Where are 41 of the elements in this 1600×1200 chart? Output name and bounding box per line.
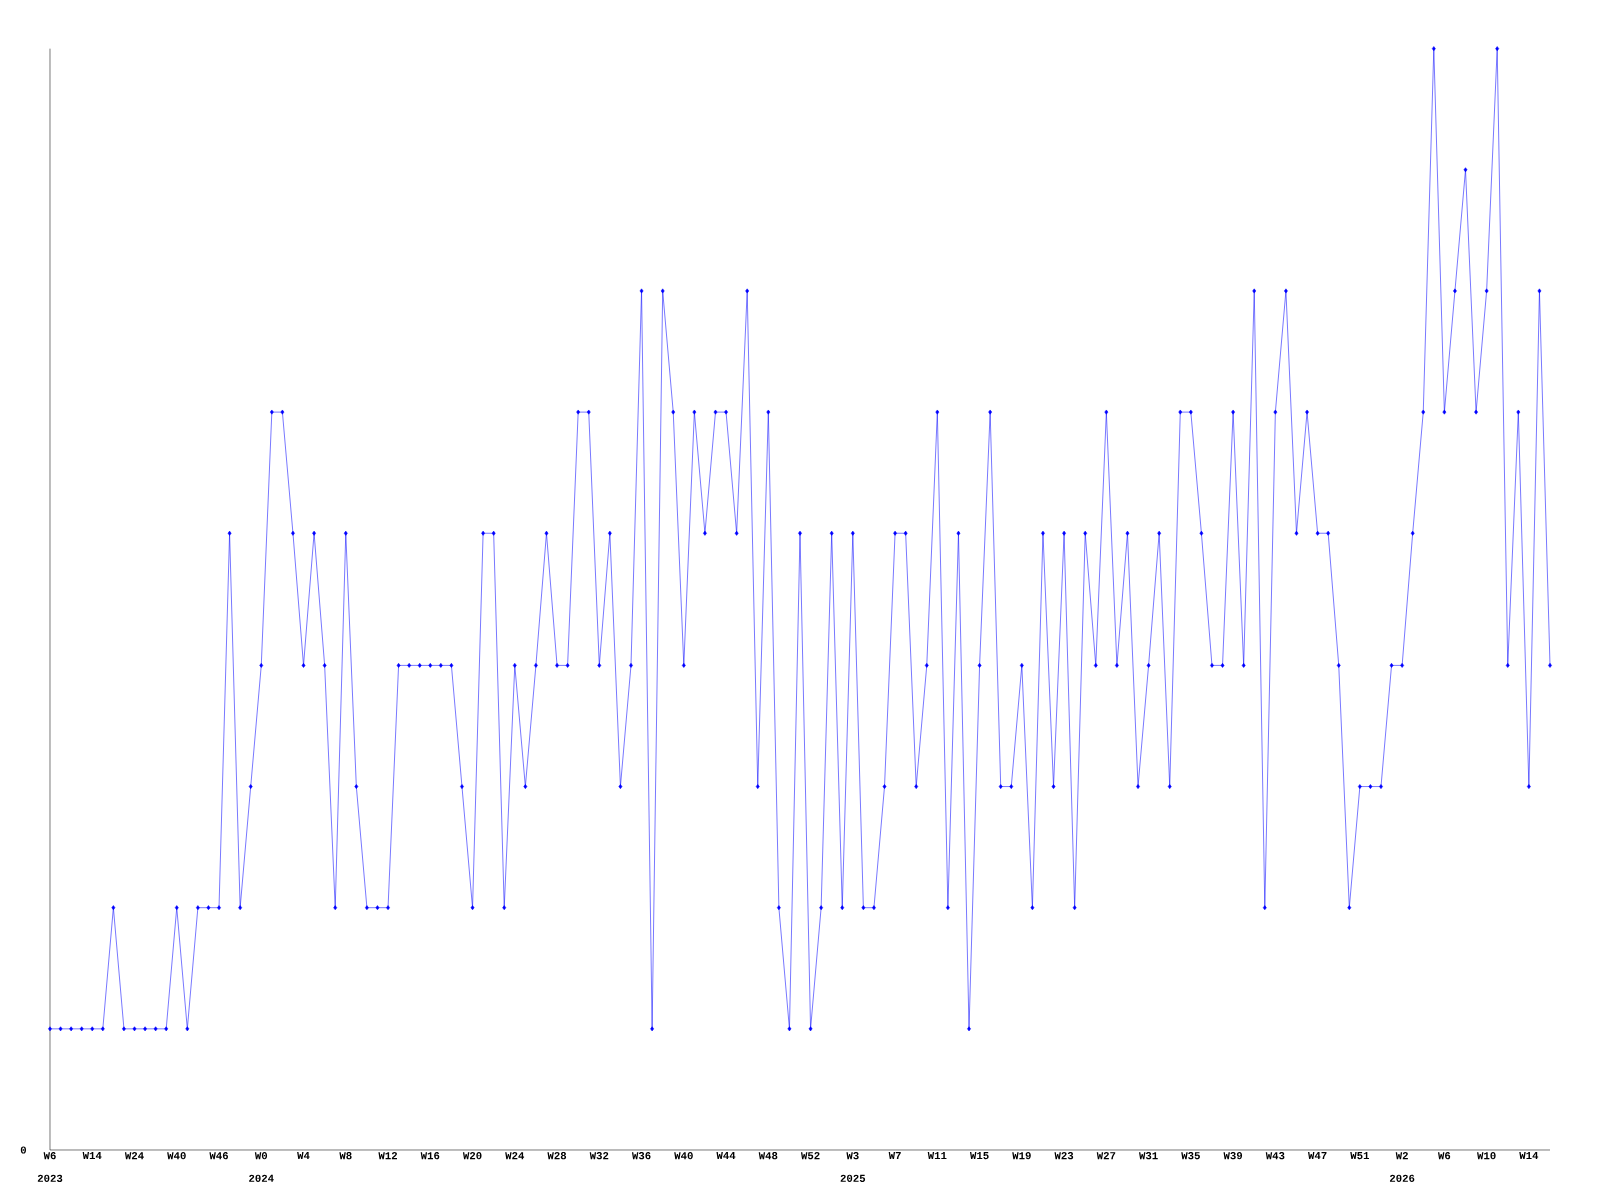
x-tick-label: W31 xyxy=(1139,1152,1158,1160)
x-tick-label: W24 xyxy=(124,1152,144,1160)
x-tick-label: W14 xyxy=(1519,1152,1539,1160)
x-tick-label: W3 xyxy=(846,1152,859,1160)
text: 0 xyxy=(20,1146,27,1154)
text: 2026 xyxy=(1389,1174,1415,1182)
x-tick-label: W40 xyxy=(674,1152,693,1160)
text: 2023 xyxy=(37,1174,63,1182)
x-tick-label: W40 xyxy=(167,1152,186,1160)
x-tick-label: W14 xyxy=(82,1152,102,1160)
x-tick-label: W16 xyxy=(420,1152,440,1160)
x-tick-label: W24 xyxy=(505,1152,525,1160)
x-tick-label: W7 xyxy=(888,1152,901,1160)
x-tick-label: W8 xyxy=(339,1152,352,1160)
x-tick-label: W35 xyxy=(1181,1152,1200,1160)
x-tick-label: W19 xyxy=(1012,1152,1031,1160)
x-tick-label: W46 xyxy=(209,1152,229,1160)
x-tick-label: W23 xyxy=(1054,1152,1074,1160)
x-tick-label: W47 xyxy=(1308,1152,1327,1160)
x-tick-label: W44 xyxy=(716,1152,736,1160)
x-tick-label: W6 xyxy=(43,1152,56,1160)
x-tick-label: W12 xyxy=(378,1152,397,1160)
x-tick-label: W39 xyxy=(1223,1152,1243,1160)
x-tick-label: W43 xyxy=(1265,1152,1285,1160)
x-tick-label: W6 xyxy=(1437,1152,1451,1160)
x-tick-label: W10 xyxy=(1477,1152,1496,1160)
x-tick-label: W11 xyxy=(927,1152,947,1160)
text: 2025 xyxy=(840,1174,866,1182)
x-tick-label: W36 xyxy=(631,1152,651,1160)
text: 2024 xyxy=(249,1174,274,1182)
x-tick-label: W0 xyxy=(254,1152,268,1160)
x-tick-label: W48 xyxy=(758,1152,778,1160)
x-tick-label: W15 xyxy=(969,1152,989,1160)
x-tick-label: W27 xyxy=(1096,1152,1116,1160)
x-tick-label: W51 xyxy=(1350,1152,1370,1160)
x-tick-label: W32 xyxy=(589,1152,609,1160)
x-tick-label: W28 xyxy=(547,1152,567,1160)
x-tick-label: W52 xyxy=(800,1152,820,1160)
x-tick-label: W20 xyxy=(462,1152,482,1160)
x-tick-label: W2 xyxy=(1395,1152,1408,1160)
x-tick-label: W4 xyxy=(297,1152,310,1160)
